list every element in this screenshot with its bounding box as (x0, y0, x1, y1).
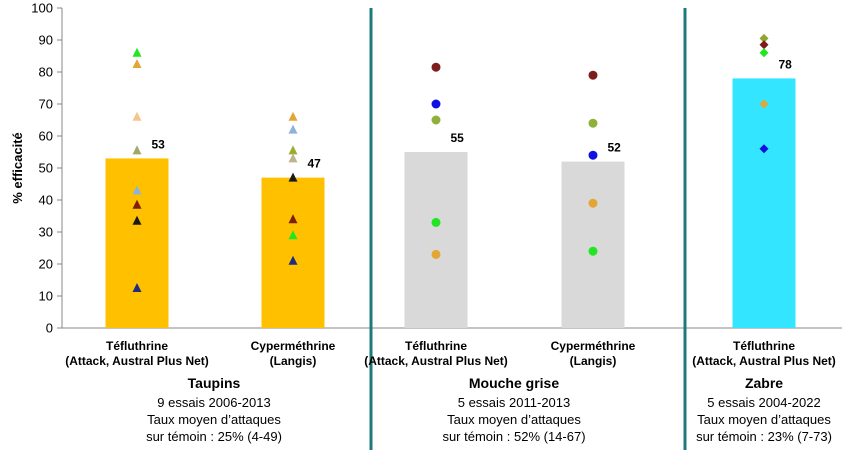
bar-value-label: 78 (779, 57, 793, 71)
data-point (431, 249, 441, 259)
data-point (759, 99, 769, 109)
data-point (288, 124, 298, 134)
bar (105, 158, 169, 328)
data-point (132, 59, 142, 68)
group-info: Taux moyen d’attaques (147, 412, 281, 427)
group-info: 5 essais 2004-2022 (707, 395, 820, 410)
bar (732, 78, 796, 329)
category-label: (Attack, Austral Plus Net) (65, 354, 209, 368)
bar (561, 161, 625, 328)
data-point (132, 185, 142, 195)
y-tick-label: 70 (39, 97, 53, 112)
data-point (588, 246, 598, 256)
y-tick-label: 50 (39, 161, 53, 176)
y-tick-label: 20 (39, 257, 53, 272)
y-tick-label: 40 (39, 193, 53, 208)
bar-value-label: 53 (152, 137, 166, 151)
y-tick-label: 90 (39, 33, 53, 48)
y-tick-label: 30 (39, 225, 53, 240)
data-point (288, 111, 298, 121)
data-point (759, 48, 769, 58)
bar-value-label: 55 (451, 131, 465, 145)
category-label: Téfluthrine (405, 339, 467, 353)
data-point (588, 150, 598, 160)
y-tick-label: 60 (39, 129, 53, 144)
data-point (288, 172, 298, 182)
category-label: (Attack, Austral Plus Net) (692, 354, 836, 368)
bar-value-label: 52 (608, 141, 622, 155)
data-point (588, 118, 598, 128)
data-point (288, 255, 298, 265)
data-point (132, 199, 142, 209)
category-label: Téfluthrine (106, 339, 168, 353)
axes: 0 10 20 30 40 50 60 70 80 90 100 (31, 1, 842, 450)
data-point (759, 40, 769, 50)
data-point (759, 144, 769, 154)
data-point (431, 217, 441, 227)
data-point (288, 145, 298, 155)
data-point (431, 62, 441, 72)
group-title: Taupins (188, 375, 241, 391)
category-label: (Attack, Austral Plus Net) (364, 354, 508, 368)
bars (105, 78, 796, 329)
group-title: Zabre (745, 375, 783, 391)
category-label: (Langis) (570, 354, 617, 368)
category-label: Cyperméthrine (251, 339, 336, 353)
data-point (431, 115, 441, 125)
data-point (288, 214, 298, 224)
group-info: sur témoin : 23% (7-73) (696, 429, 832, 444)
data-point (132, 215, 142, 225)
data-point (288, 153, 298, 163)
category-label: Téfluthrine (733, 339, 795, 353)
data-point (759, 33, 769, 43)
y-tick-label: 10 (39, 289, 53, 304)
data-point (431, 99, 441, 109)
y-tick-label: 80 (39, 65, 53, 80)
group-info: 5 essais 2011-2013 (458, 395, 571, 410)
bar (404, 152, 468, 328)
y-tick-label: 0 (46, 321, 53, 336)
bar-value-label: 47 (308, 157, 322, 171)
bar (261, 177, 325, 328)
group-info: Taux moyen d’attaques (697, 412, 831, 427)
category-label: (Langis) (270, 354, 317, 368)
group-info: sur témoin : 52% (14-67) (442, 429, 585, 444)
group-info: Taux moyen d’attaques (447, 412, 581, 427)
data-point (132, 145, 142, 155)
category-label: Cyperméthrine (551, 339, 636, 353)
data-point (132, 111, 142, 121)
data-point (588, 198, 598, 208)
y-tick-label: 100 (31, 1, 53, 16)
data-point (288, 230, 298, 240)
y-axis-label: % efficacité (10, 132, 25, 204)
group-title: Mouche grise (469, 375, 559, 391)
data-point (132, 283, 142, 292)
data-points (132, 33, 769, 292)
data-point (132, 47, 142, 57)
group-info: 9 essais 2006-2013 (157, 395, 270, 410)
data-point (588, 70, 598, 80)
group-info: sur témoin : 25% (4-49) (146, 429, 282, 444)
